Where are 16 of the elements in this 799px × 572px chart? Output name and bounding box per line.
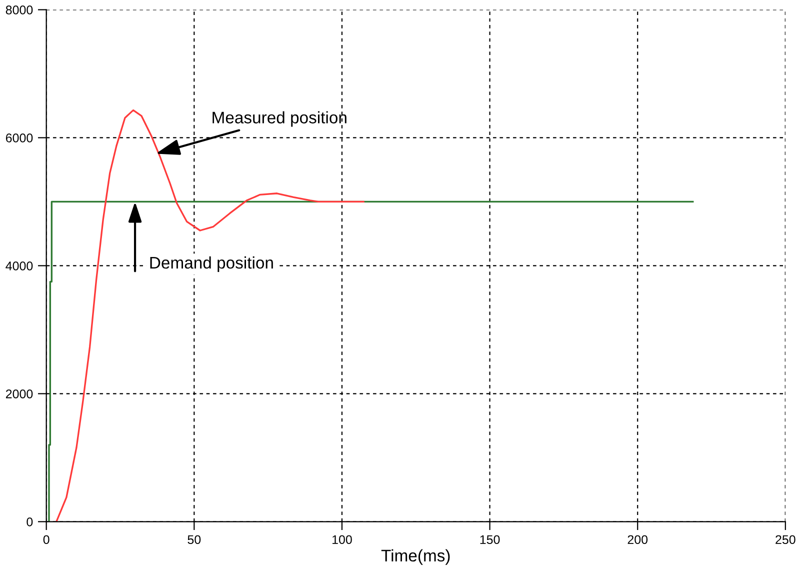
x-tick-label: 50 — [188, 535, 201, 544]
y-tick-label: 4000 — [6, 261, 33, 270]
line-series — [56, 109, 364, 522]
line-series — [48, 200, 694, 522]
y-tick-label: 2000 — [6, 389, 33, 398]
y-tick-label: 0 — [26, 517, 33, 526]
x-tick-label: 250 — [776, 535, 796, 544]
x-tick-label: 100 — [332, 535, 352, 544]
annotation: Demand position — [150, 256, 273, 272]
y-tick-label: 6000 — [6, 134, 33, 142]
x-tick-label: 200 — [628, 535, 648, 544]
y-tick-label: 8000 — [6, 6, 33, 14]
x-tick-label: 150 — [480, 535, 500, 544]
annotation: Measured position — [212, 111, 346, 127]
x-axis-title: Time(ms) — [381, 549, 450, 565]
x-tick-label: 0 — [43, 535, 50, 544]
